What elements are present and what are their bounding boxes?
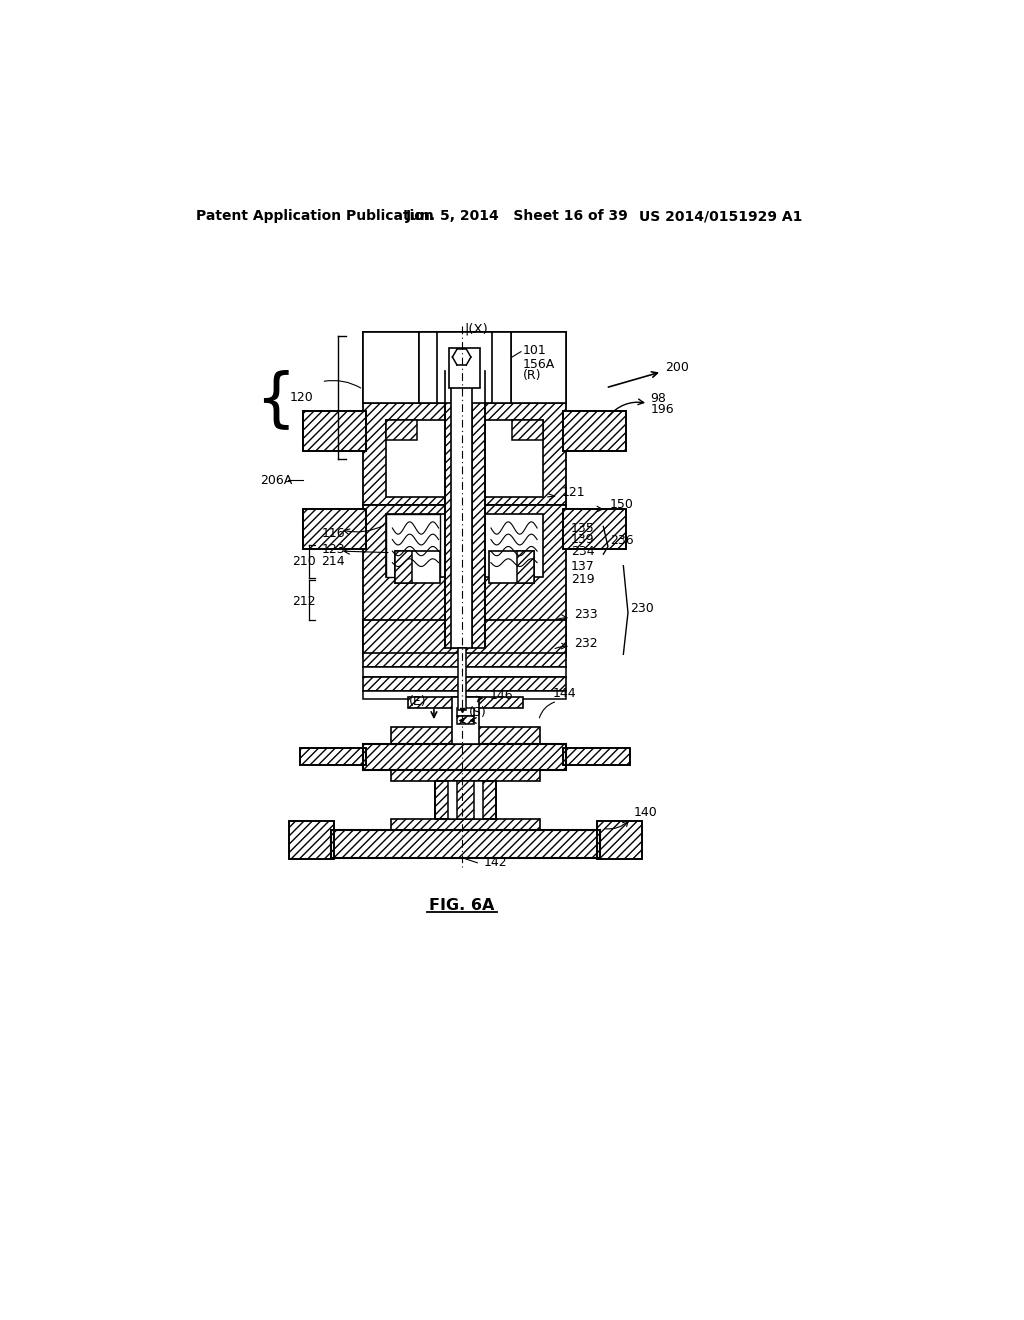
Bar xyxy=(563,508,627,549)
Bar xyxy=(391,770,541,780)
Text: 232: 232 xyxy=(574,638,598,649)
Bar xyxy=(451,371,472,648)
Text: 139: 139 xyxy=(571,533,595,546)
Text: US 2014/0151929 A1: US 2014/0151929 A1 xyxy=(639,209,802,223)
Bar xyxy=(386,420,417,441)
Bar xyxy=(457,715,474,723)
Bar xyxy=(386,420,544,498)
Bar xyxy=(563,748,630,766)
Text: 233: 233 xyxy=(574,607,598,620)
Bar xyxy=(386,515,440,577)
Text: 219: 219 xyxy=(571,573,595,586)
Bar xyxy=(419,333,511,404)
Bar xyxy=(386,515,440,577)
Bar xyxy=(563,508,627,549)
Bar xyxy=(303,411,367,451)
Bar xyxy=(435,780,496,818)
Bar xyxy=(435,780,496,818)
Bar xyxy=(447,780,483,818)
Bar xyxy=(391,818,541,830)
Text: 142: 142 xyxy=(483,857,507,870)
Text: 234: 234 xyxy=(571,545,595,557)
Text: 200: 200 xyxy=(665,362,689,375)
Bar xyxy=(453,697,478,743)
Bar xyxy=(364,333,419,404)
Text: Patent Application Publication: Patent Application Publication xyxy=(196,209,434,223)
Text: 230: 230 xyxy=(631,602,654,615)
Bar xyxy=(364,506,566,655)
Text: (E): (E) xyxy=(410,694,427,708)
Bar xyxy=(289,821,334,859)
Bar xyxy=(597,821,642,859)
Bar xyxy=(408,697,523,708)
Bar xyxy=(511,333,566,404)
Text: 144: 144 xyxy=(553,686,577,700)
Bar xyxy=(303,411,367,451)
Text: 120: 120 xyxy=(289,391,313,404)
Bar xyxy=(391,726,541,743)
Bar xyxy=(289,821,334,859)
Text: 137: 137 xyxy=(571,560,595,573)
Text: 135: 135 xyxy=(571,521,595,535)
Bar xyxy=(437,333,493,404)
Bar xyxy=(364,677,566,692)
Text: 101: 101 xyxy=(522,343,546,356)
Bar xyxy=(450,348,480,388)
Bar xyxy=(472,371,484,648)
Text: 206A: 206A xyxy=(260,474,292,487)
Bar xyxy=(364,333,566,404)
Text: 196: 196 xyxy=(650,403,674,416)
Text: (R): (R) xyxy=(522,370,541,381)
Text: 156A: 156A xyxy=(522,358,555,371)
Text: (S): (S) xyxy=(469,706,487,719)
Bar xyxy=(364,333,419,404)
Bar xyxy=(303,508,367,549)
Bar xyxy=(444,371,457,648)
Bar xyxy=(331,830,600,858)
Bar xyxy=(457,708,474,715)
Bar xyxy=(512,420,544,441)
Bar xyxy=(300,748,367,766)
Bar xyxy=(597,821,642,859)
Text: Jun. 5, 2014   Sheet 16 of 39: Jun. 5, 2014 Sheet 16 of 39 xyxy=(407,209,629,223)
Bar xyxy=(395,552,413,583)
Text: 214: 214 xyxy=(322,556,345,569)
Bar xyxy=(364,692,566,700)
Text: 98: 98 xyxy=(650,392,667,405)
Bar xyxy=(303,508,367,549)
Bar xyxy=(563,411,627,451)
Text: 236: 236 xyxy=(610,533,634,546)
Bar xyxy=(364,404,566,504)
Text: 146: 146 xyxy=(489,689,513,702)
Text: 116: 116 xyxy=(322,527,345,540)
Text: 150: 150 xyxy=(609,499,634,511)
Text: 121: 121 xyxy=(562,486,586,499)
Text: 140: 140 xyxy=(634,807,657,820)
Text: 212: 212 xyxy=(292,594,315,607)
Bar xyxy=(364,743,566,770)
Bar xyxy=(517,552,535,583)
Bar xyxy=(511,333,566,404)
Bar xyxy=(395,552,440,583)
Bar xyxy=(300,748,367,766)
Bar xyxy=(457,780,474,818)
Text: FIG. 6A: FIG. 6A xyxy=(429,898,495,913)
Bar xyxy=(364,743,566,770)
Bar xyxy=(563,748,630,766)
Bar xyxy=(364,667,566,677)
Bar xyxy=(364,653,566,667)
Text: {: { xyxy=(255,370,295,432)
Text: |(X): |(X) xyxy=(464,323,487,335)
Text: 123: 123 xyxy=(322,543,345,556)
Bar xyxy=(331,830,600,858)
Bar xyxy=(458,648,466,710)
Text: 210: 210 xyxy=(292,556,316,569)
Bar xyxy=(489,552,535,583)
Bar xyxy=(563,411,627,451)
Bar xyxy=(386,515,544,577)
Bar xyxy=(364,620,566,657)
